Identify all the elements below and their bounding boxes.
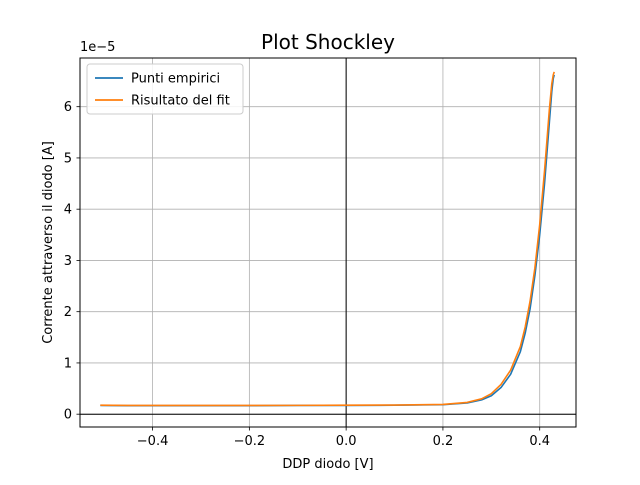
series-line-2 [100,71,555,407]
ticks-layer: −0.4 −0.2 0.0 0.2 0.4 0 1 2 3 4 5 6 [64,100,550,449]
y-tick-label: 0 [64,408,72,423]
x-tick-label: 0.4 [529,434,550,449]
y-tick-label: 2 [64,305,72,320]
y-tick-label: 6 [64,100,72,115]
zero-lines [80,58,576,427]
legend: Punti empirici Risultato del fit [86,63,244,115]
x-axis-label: DDP diodo [V] [282,457,373,472]
legend-label-2: Risultato del fit [131,94,230,109]
y-tick-label: 5 [64,151,72,166]
y-tick-label: 1 [64,356,72,371]
y-tick-label: 3 [64,254,72,269]
y-tick-label: 4 [64,203,72,218]
x-tick-label: −0.2 [234,434,266,449]
legend-box [86,63,244,115]
legend-label-1: Punti empirici [131,72,220,87]
y-offset-label: 1e−5 [80,40,115,55]
chart-title: Plot Shockley [261,30,395,54]
series-layer [100,71,555,407]
x-tick-label: 0.0 [336,434,357,449]
x-tick-label: −0.4 [137,434,169,449]
x-tick-label: 0.2 [433,434,454,449]
plot-frame [79,57,577,428]
y-axis-label: Corrente attraverso il diodo [A] [41,141,56,344]
